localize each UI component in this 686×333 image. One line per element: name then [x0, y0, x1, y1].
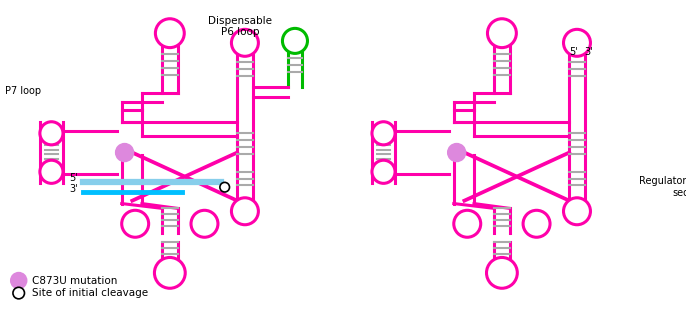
Circle shape: [283, 28, 307, 53]
Circle shape: [11, 273, 27, 288]
Text: Site of initial cleavage: Site of initial cleavage: [32, 288, 148, 298]
Text: Dispensable
P6 loop: Dispensable P6 loop: [208, 16, 272, 38]
Circle shape: [372, 160, 395, 183]
Circle shape: [486, 257, 517, 288]
Circle shape: [121, 210, 149, 237]
Text: P7 loop: P7 loop: [5, 86, 41, 96]
Text: Regulatory
seq.: Regulatory seq.: [639, 176, 686, 198]
Circle shape: [563, 198, 591, 225]
Circle shape: [191, 210, 218, 237]
Circle shape: [231, 29, 259, 56]
Text: 5': 5': [569, 47, 578, 57]
Circle shape: [13, 287, 25, 299]
Circle shape: [156, 19, 185, 48]
Circle shape: [448, 144, 465, 161]
Circle shape: [220, 182, 230, 192]
Circle shape: [563, 29, 591, 56]
Circle shape: [40, 160, 63, 183]
Text: C873U mutation: C873U mutation: [32, 276, 117, 286]
Circle shape: [372, 122, 395, 145]
Circle shape: [488, 19, 517, 48]
Circle shape: [116, 144, 133, 161]
Circle shape: [154, 257, 185, 288]
Text: 3': 3': [70, 184, 78, 194]
Circle shape: [231, 198, 259, 225]
Text: 5': 5': [70, 172, 78, 182]
Circle shape: [523, 210, 550, 237]
Text: 3': 3': [584, 47, 593, 57]
Circle shape: [453, 210, 481, 237]
Circle shape: [40, 122, 63, 145]
